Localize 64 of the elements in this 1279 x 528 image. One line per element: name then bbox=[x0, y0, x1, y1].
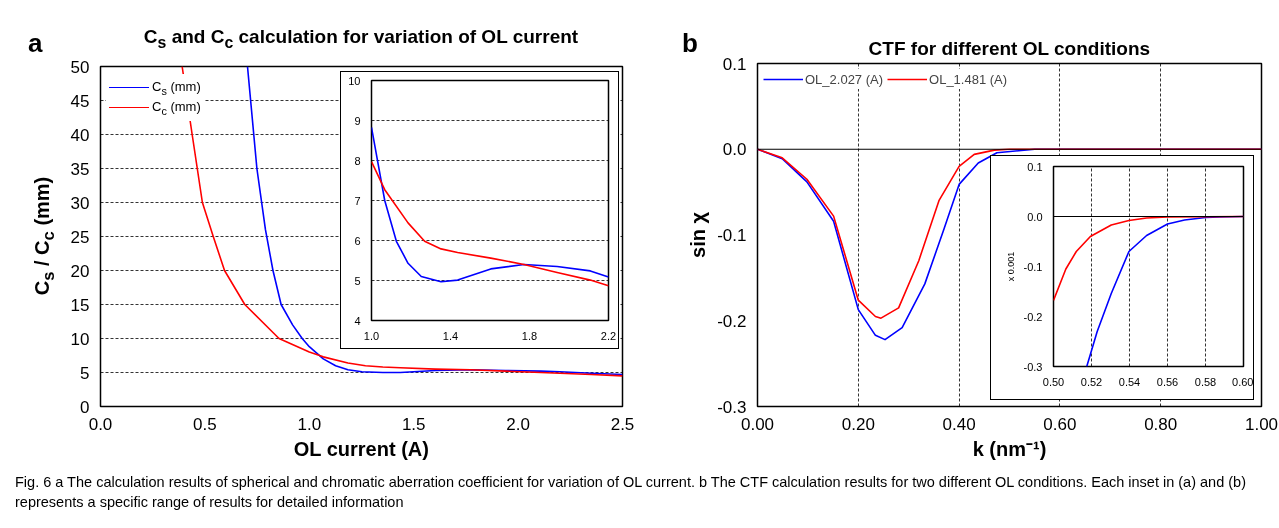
x-axis-title: k (nm⁻¹) bbox=[972, 437, 1047, 460]
x-tick-label: 0.58 bbox=[1194, 375, 1217, 388]
text: b bbox=[682, 28, 698, 59]
x-axis-title: OL current (A) bbox=[293, 437, 429, 460]
y-tick-label: 7 bbox=[354, 194, 361, 207]
x-tick-label: 1.00 bbox=[1244, 414, 1279, 434]
y-tick-label: 10 bbox=[348, 74, 361, 87]
y-tick-label: -0.2 bbox=[1023, 310, 1043, 323]
x-tick-label: 1.0 bbox=[297, 414, 322, 434]
legend-label: C$_{s}$ (mm) bbox=[151, 79, 201, 97]
x-tick-label: 2.2 bbox=[600, 329, 617, 342]
y-axis-title: x 0.001 bbox=[1005, 251, 1016, 282]
x-tick-label: 1.5 bbox=[401, 414, 426, 434]
chart-title: CTF for different OL conditions bbox=[868, 37, 1151, 59]
y-axis-title: sin χ bbox=[687, 211, 710, 258]
y-tick-label: 0.1 bbox=[1027, 160, 1043, 173]
x-tick-label: 2.0 bbox=[506, 414, 530, 434]
x-tick-label: 0.56 bbox=[1156, 375, 1179, 388]
x-tick-label: 0.50 bbox=[1042, 375, 1065, 388]
x-tick-label: 0.54 bbox=[1118, 375, 1141, 388]
y-tick-label: 0 bbox=[80, 397, 90, 417]
x-tick-label: 1.4 bbox=[442, 329, 459, 342]
legend-label: OL_1.481 (A) bbox=[929, 71, 1008, 87]
y-tick-label: 4 bbox=[354, 314, 361, 327]
y-tick-label: 45 bbox=[70, 91, 90, 111]
y-tick-label: 30 bbox=[70, 193, 90, 213]
x-tick-label: 1.8 bbox=[521, 329, 538, 342]
y-tick-label: 5 bbox=[80, 363, 90, 383]
x-tick-label: 0.80 bbox=[1144, 414, 1178, 434]
x-tick-label: 0.60 bbox=[1232, 375, 1254, 388]
y-tick-label: 15 bbox=[70, 295, 90, 315]
y-tick-label: 8 bbox=[354, 154, 361, 167]
y-tick-label: -0.2 bbox=[717, 311, 747, 331]
x-tick-label: 1.0 bbox=[363, 329, 380, 342]
y-tick-label: 50 bbox=[70, 57, 90, 77]
chart-title: C$_{s}$ and C$_{c}$ calculation for variation of OL current bbox=[142, 26, 580, 52]
y-tick-label: 25 bbox=[70, 227, 90, 247]
y-tick-label: 40 bbox=[70, 125, 90, 145]
line-series bbox=[371, 160, 609, 287]
y-tick-label: 5 bbox=[354, 274, 361, 287]
y-tick-label: 20 bbox=[70, 261, 90, 281]
y-tick-label: 35 bbox=[70, 159, 90, 179]
legend-label: OL_2.027 (A) bbox=[805, 71, 884, 87]
y-tick-label: 6 bbox=[354, 234, 361, 247]
line-series bbox=[371, 126, 609, 283]
x-tick-label: 0.40 bbox=[942, 414, 976, 434]
y-tick-label: -0.3 bbox=[1023, 360, 1043, 373]
x-tick-label: 0.20 bbox=[841, 414, 875, 434]
x-tick-label: 0.00 bbox=[740, 414, 775, 434]
y-tick-label: -0.1 bbox=[717, 226, 747, 245]
y-tick-label: -0.3 bbox=[717, 397, 747, 417]
text: a bbox=[28, 28, 43, 59]
y-tick-label: 10 bbox=[70, 329, 90, 349]
x-tick-label: 2.5 bbox=[610, 414, 635, 434]
y-tick-label: 0.0 bbox=[722, 140, 747, 160]
caption: Fig. 6 a The calculation results of spherical and chromatic aberration coefficient for variation of OL current. b The CTF calculation results for two different OL conditions. Each inset in (a) and (b) represents a specific range of results for detailed information bbox=[15, 473, 1247, 512]
x-tick-label: 0.60 bbox=[1043, 414, 1077, 434]
y-tick-label: 9 bbox=[354, 114, 361, 127]
x-tick-label: 0.5 bbox=[193, 414, 217, 434]
x-tick-label: 0.52 bbox=[1080, 375, 1103, 388]
legend-label: C$_{c}$ (mm) bbox=[151, 98, 201, 117]
y-tick-label: 0.1 bbox=[722, 54, 747, 74]
y-tick-label: -0.1 bbox=[1023, 260, 1043, 273]
y-tick-label: 0.0 bbox=[1027, 210, 1043, 223]
